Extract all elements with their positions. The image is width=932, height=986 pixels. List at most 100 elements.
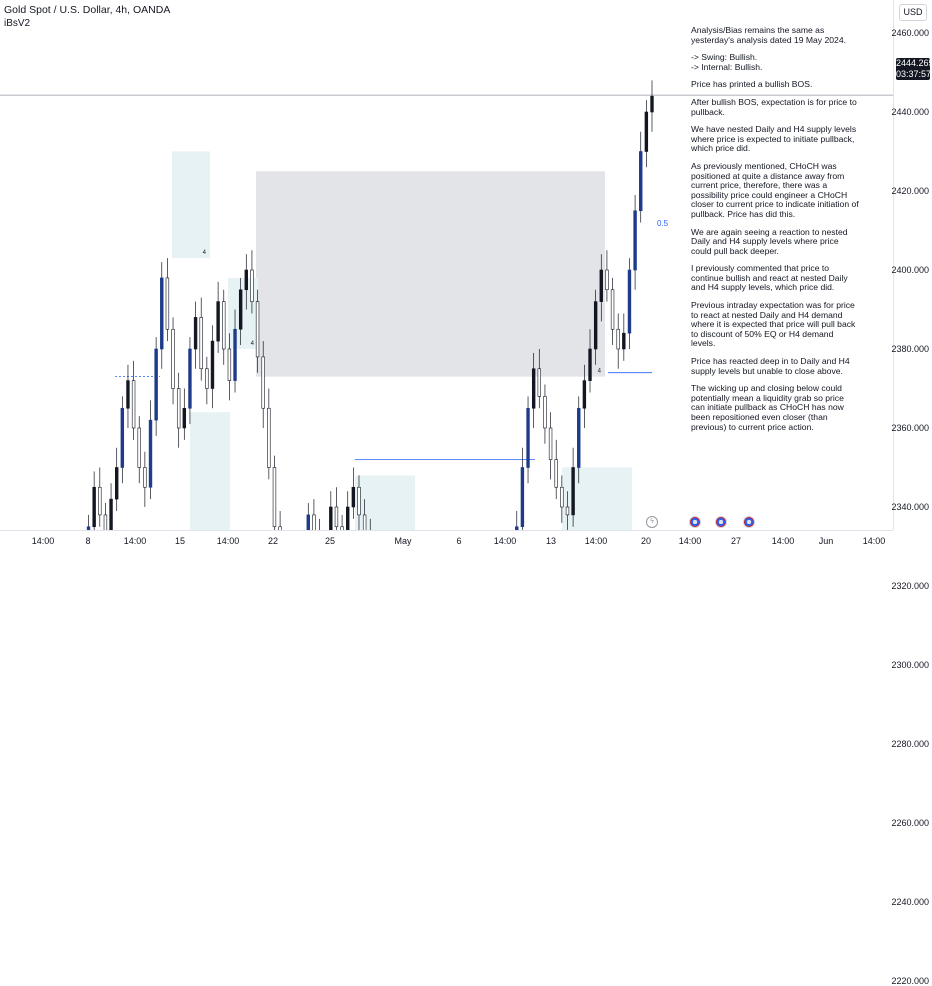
candle-body xyxy=(362,514,367,530)
candle-body xyxy=(154,348,158,421)
time-tick: 13 xyxy=(545,536,557,546)
candle-body xyxy=(267,407,271,468)
bar-countdown: 03:37:57 xyxy=(896,69,932,79)
current-price-label: 2444.265 03:37:57 xyxy=(896,58,932,80)
candle-body xyxy=(633,210,637,271)
candle-body xyxy=(244,269,248,291)
candle-body xyxy=(329,506,333,530)
analysis-text-note[interactable]: Analysis/Bias remains the same as yester… xyxy=(691,25,859,440)
time-tick: May xyxy=(394,536,412,546)
time-tick: 14:00 xyxy=(771,536,795,546)
candle-body xyxy=(227,348,232,381)
time-tick: 14:00 xyxy=(678,536,702,546)
candle-body xyxy=(622,332,626,350)
chart-legend: Gold Spot / U.S. Dollar, 4h, OANDA iBsV2 xyxy=(4,4,170,30)
candle-body xyxy=(357,486,361,516)
candle-body xyxy=(627,269,632,334)
time-tick: 20 xyxy=(640,536,652,546)
candle-body xyxy=(334,506,339,528)
time-axis[interactable]: 14:00 8 14:00 15 14:00 22 25 May 6 14:00 13 14:00 20… xyxy=(0,530,893,551)
candle-body xyxy=(131,380,136,429)
note-paragraph: After bullish BOS, expectation is for pr… xyxy=(691,96,857,117)
symbol-title[interactable]: Gold Spot / U.S. Dollar, 4h, OANDA xyxy=(4,4,171,16)
time-tick: 14:00 xyxy=(493,536,517,546)
candle-body xyxy=(120,407,125,468)
candle-body xyxy=(109,498,113,530)
time-tick: 15 xyxy=(174,536,186,546)
candle-body xyxy=(216,301,220,342)
price-tick: 2380.000 xyxy=(891,344,929,354)
candle-body xyxy=(340,526,344,530)
candle-body xyxy=(199,317,203,370)
price-tick: 2420.000 xyxy=(891,186,929,196)
us-flag-event-icon[interactable] xyxy=(715,516,727,528)
candle-body xyxy=(312,514,316,530)
candle-body xyxy=(278,526,282,530)
chart-pane[interactable]: 4444444444 xyxy=(0,0,893,530)
candle-body xyxy=(644,111,649,152)
price-tick: 2460.000 xyxy=(891,28,929,38)
time-tick: 27 xyxy=(730,536,742,546)
zone-marker: 4 xyxy=(598,369,602,375)
candle-body xyxy=(210,340,215,389)
note-paragraph: Previous intraday expectation was for pr… xyxy=(691,300,856,349)
candle-body xyxy=(143,467,147,488)
current-price-value: 2444.265 xyxy=(896,58,932,68)
candle-body xyxy=(188,348,192,409)
note-paragraph: We have nested Daily and H4 supply level… xyxy=(691,124,857,154)
candle-body xyxy=(571,467,575,516)
time-tick: 14:00 xyxy=(584,536,608,546)
zone-marker: 4 xyxy=(203,250,207,256)
indicator-label[interactable]: iBsV2 xyxy=(4,18,31,29)
time-tick: 14:00 xyxy=(123,536,147,546)
price-tick: 2280.000 xyxy=(891,739,929,749)
candle-body xyxy=(103,514,108,530)
note-paragraph: We are again seeing a reaction to nested… xyxy=(691,226,848,256)
zone-marker: 4 xyxy=(251,341,255,347)
candle-body xyxy=(176,388,181,429)
candle-body xyxy=(548,427,553,460)
price-tick: 2360.000 xyxy=(891,423,929,433)
candle-body xyxy=(515,526,519,530)
candle-body xyxy=(86,526,91,530)
candle-body xyxy=(537,368,542,397)
candle-body xyxy=(650,95,654,113)
lightning-event-icon[interactable]: ϟ xyxy=(646,516,658,528)
candle-body xyxy=(148,419,153,488)
price-tick: 2300.000 xyxy=(891,660,929,670)
demand-zone xyxy=(190,412,230,530)
candle-body xyxy=(222,301,226,350)
note-paragraph: Price has reacted deep in to Daily and H… xyxy=(691,356,850,376)
note-paragraph: Analysis/Bias remains the same as yester… xyxy=(691,25,846,45)
time-tick: Jun xyxy=(818,536,834,546)
candle-body xyxy=(165,277,170,330)
candle-body xyxy=(205,368,209,389)
note-paragraph: The wicking up and closing below could p… xyxy=(691,383,844,432)
candlestick-chart[interactable]: 4444444444 xyxy=(0,0,893,530)
candle-body xyxy=(599,269,603,302)
time-tick: 6 xyxy=(456,536,462,546)
us-flag-event-icon[interactable] xyxy=(743,516,755,528)
candle-body xyxy=(98,486,102,516)
candle-body xyxy=(126,380,130,409)
candle-body xyxy=(193,317,198,350)
candle-body xyxy=(520,467,525,528)
time-tick: 25 xyxy=(324,536,336,546)
candle-body xyxy=(233,328,237,381)
note-paragraph: I previously commented that price to con… xyxy=(691,263,848,293)
time-tick: 14:00 xyxy=(31,536,55,546)
candle-body xyxy=(543,396,547,429)
us-flag-event-icon[interactable] xyxy=(689,516,701,528)
candle-body xyxy=(346,506,350,530)
candle-body xyxy=(610,289,615,330)
candle-body xyxy=(616,328,620,350)
candle-body xyxy=(605,269,609,291)
price-tick: 2440.000 xyxy=(891,107,929,117)
demand-zone xyxy=(172,151,210,259)
currency-button[interactable]: USD xyxy=(899,4,927,21)
candle-body xyxy=(351,486,356,508)
price-tick: 2320.000 xyxy=(891,581,929,591)
price-tick: 2260.000 xyxy=(891,818,929,828)
candle-body xyxy=(182,407,187,429)
candle-body xyxy=(588,348,592,381)
